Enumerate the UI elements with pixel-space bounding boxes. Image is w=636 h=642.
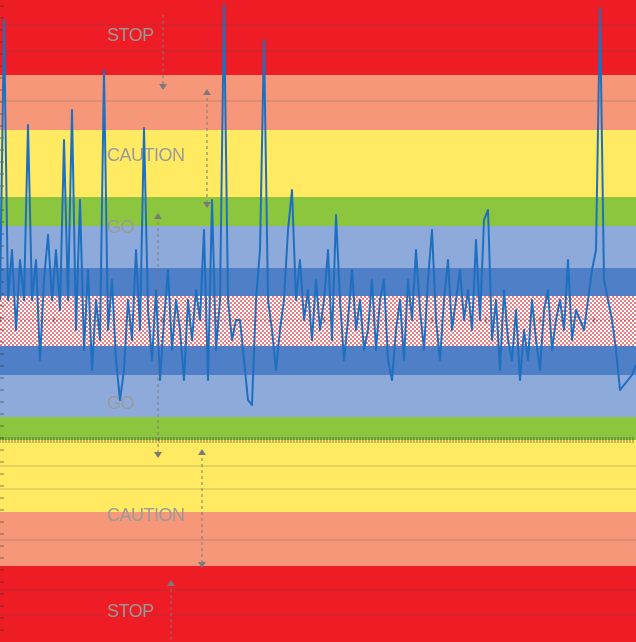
band: [0, 440, 636, 512]
band: [0, 197, 636, 226]
separators: [0, 24, 636, 616]
band: [0, 566, 636, 642]
data-line: [0, 4, 636, 406]
band: [0, 75, 636, 130]
zone-label: CAUTION: [107, 505, 185, 525]
band: [0, 130, 636, 197]
band: [0, 346, 636, 375]
arrowhead: [167, 580, 175, 586]
arrowhead: [159, 84, 167, 90]
band: [0, 512, 636, 566]
zone-label: STOP: [107, 25, 154, 45]
band: [0, 268, 636, 296]
band: [0, 226, 636, 268]
band: [0, 417, 636, 440]
zone-label: GO: [107, 217, 135, 237]
zone-label: CAUTION: [107, 145, 185, 165]
arrows: [154, 15, 211, 642]
band: [0, 375, 636, 417]
zone-label: GO: [107, 393, 135, 413]
band: [0, 0, 636, 75]
series-layer: [0, 4, 636, 406]
zone-label: STOP: [107, 601, 154, 621]
